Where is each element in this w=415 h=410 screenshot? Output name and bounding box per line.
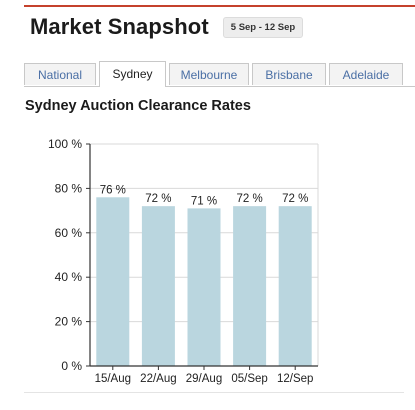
region-tabs: National Sydney Melbourne Brisbane Adela…: [24, 61, 404, 87]
tabs-baseline: [24, 86, 415, 87]
x-tick-label: 05/Sep: [231, 373, 267, 385]
top-accent-rule: [24, 5, 415, 7]
chart-x-tick-labels: 15/Aug 22/Aug 29/Aug 05/Sep 12/Sep: [95, 373, 314, 385]
data-label: 71 %: [191, 195, 217, 207]
y-tick-label: 60 %: [55, 226, 83, 240]
y-tick-label: 20 %: [55, 315, 83, 329]
date-range-badge: 5 Sep - 12 Sep: [222, 16, 304, 38]
bar: [96, 197, 130, 366]
tab-sydney[interactable]: Sydney: [99, 61, 166, 87]
x-tick-label: 22/Aug: [140, 373, 176, 385]
bar: [187, 208, 221, 366]
x-tick-label: 15/Aug: [95, 373, 131, 385]
y-tick-label: 0 %: [61, 359, 82, 373]
tab-melbourne[interactable]: Melbourne: [169, 63, 249, 85]
data-label: 72 %: [236, 193, 262, 205]
tab-national[interactable]: National: [24, 63, 96, 85]
tab-adelaide[interactable]: Adelaide: [329, 63, 403, 85]
bottom-divider: [24, 392, 404, 393]
section-title: Sydney Auction Clearance Rates: [25, 98, 251, 114]
bar: [233, 206, 267, 366]
bar: [278, 206, 312, 366]
x-tick-label: 12/Sep: [277, 373, 313, 385]
y-tick-label: 100 %: [48, 137, 82, 151]
chart-data-labels: 76 % 72 % 71 % 72 % 72 %: [100, 184, 309, 207]
page-title: Market Snapshot: [30, 14, 209, 39]
page-header: Market Snapshot 5 Sep - 12 Sep: [30, 14, 304, 40]
data-label: 72 %: [282, 193, 308, 205]
data-label: 76 %: [100, 184, 126, 196]
chart-axes: [86, 143, 318, 370]
tab-brisbane[interactable]: Brisbane: [252, 63, 326, 85]
y-tick-label: 40 %: [55, 270, 83, 284]
chart-y-tick-labels: 0 % 20 % 40 % 60 % 80 % 100 %: [48, 137, 82, 373]
bar: [141, 206, 175, 366]
chart-bars: [96, 197, 312, 366]
data-label: 72 %: [145, 193, 171, 205]
y-tick-label: 80 %: [55, 181, 83, 195]
x-tick-label: 29/Aug: [186, 373, 222, 385]
